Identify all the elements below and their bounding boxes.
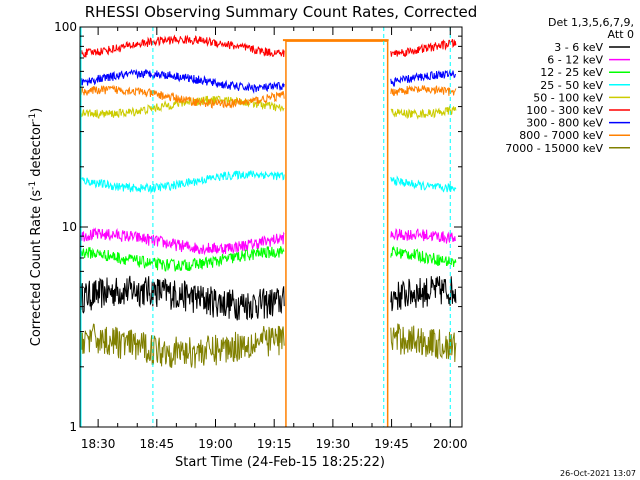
series-line [390, 175, 457, 193]
series-line [80, 34, 285, 58]
series-line [80, 170, 285, 195]
plot-area [80, 27, 457, 427]
series-line [390, 245, 457, 267]
legend-entry-label: 50 - 100 keV [533, 91, 603, 104]
legend-entry-label: 300 - 800 keV [526, 117, 603, 130]
series-line [390, 276, 457, 312]
x-tick-label: 19:45 [374, 437, 409, 451]
legend-entry-label: 6 - 12 keV [547, 54, 603, 67]
legend-entry-label: 25 - 50 keV [540, 79, 603, 92]
x-tick-label: 18:45 [140, 437, 175, 451]
x-tick-label: 20:00 [433, 437, 468, 451]
y-tick-label: 10 [62, 220, 77, 234]
saa-gap-marker [285, 40, 389, 427]
legend-entry-label: 7000 - 15000 keV [505, 142, 603, 155]
legend-header-line1: Det 1,3,5,6,7,9, [548, 16, 634, 29]
x-tick-label: 18:30 [81, 437, 116, 451]
series-line [80, 68, 285, 94]
x-axis-label: Start Time (24-Feb-15 18:25:22) [175, 455, 385, 470]
series-line [390, 38, 457, 57]
series-line [80, 275, 285, 321]
x-tick-label: 19:00 [198, 437, 233, 451]
y-tick-label: 1 [69, 420, 77, 434]
y-tick-label: 100 [54, 20, 77, 34]
x-axis: 18:30 18:45 19:00 19:15 19:30 19:45 20:00 [81, 27, 468, 451]
y-axis: 1 10 100 [54, 20, 462, 434]
legend-entry-label: 800 - 7000 keV [519, 129, 603, 142]
y-axis-label: Corrected Count Rate (s-1 detector-1) [28, 108, 44, 346]
series-line [390, 69, 457, 87]
series-line [390, 105, 457, 120]
series-line [390, 84, 457, 97]
series-line [80, 84, 285, 109]
legend-entry-label: 12 - 25 keV [540, 66, 603, 79]
series-line [80, 323, 285, 369]
y-label-mid: detector [29, 121, 44, 181]
series-line [80, 246, 285, 272]
series-line [390, 323, 457, 363]
y-label-end: ) [29, 108, 44, 113]
chart-title: RHESSI Observing Summary Count Rates, Co… [85, 3, 478, 21]
y-label-sup2: -1 [28, 113, 38, 122]
legend-entry-label: 3 - 6 keV [554, 41, 603, 54]
y-label-sup1: -1 [28, 181, 38, 190]
series-line [390, 228, 457, 244]
x-tick-label: 19:15 [257, 437, 292, 451]
legend-entry-label: 100 - 300 keV [526, 104, 603, 117]
series-line [80, 227, 285, 256]
footer-stamp: 26-Oct-2021 13:07 [560, 469, 636, 478]
x-tick-label: 19:30 [316, 437, 351, 451]
y-label-main: Corrected Count Rate (s [29, 190, 44, 347]
legend-header-line2: Att 0 [608, 28, 634, 41]
